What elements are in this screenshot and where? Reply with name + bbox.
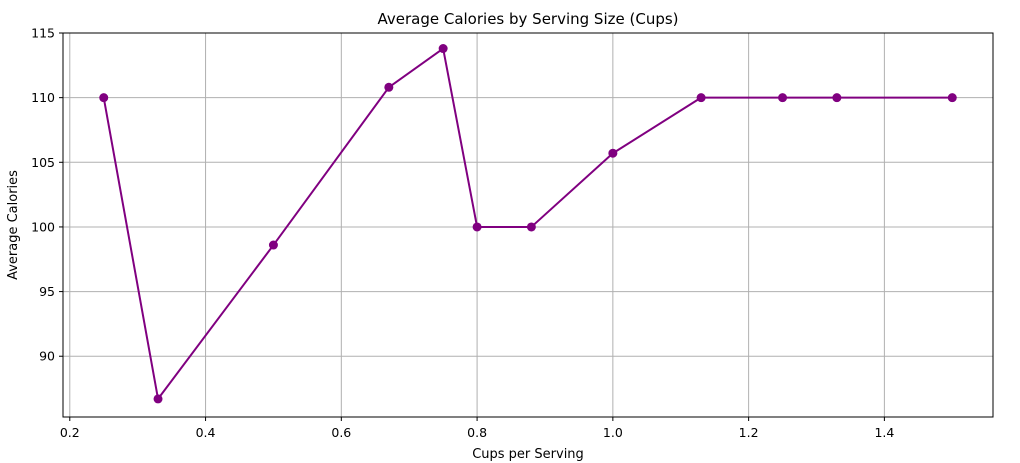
y-tick-label: 115 [31,26,55,41]
x-tick-label: 1.2 [739,425,759,440]
y-tick-label: 95 [39,284,55,299]
y-tick-label: 90 [39,349,55,364]
y-tick-label: 105 [31,155,55,170]
x-tick-label: 0.8 [467,425,487,440]
data-point [947,93,957,103]
data-point [438,44,448,54]
data-point [268,240,278,250]
data-point [526,222,536,232]
data-point [99,93,109,103]
y-tick-label: 110 [31,90,55,105]
data-point [608,148,618,158]
y-axis-label: Average Calories [6,170,21,280]
x-tick-label: 0.2 [60,425,80,440]
x-tick-label: 1.0 [603,425,623,440]
x-tick-label: 0.4 [196,425,216,440]
x-axis-label: Cups per Serving [472,447,584,462]
x-tick-label: 1.4 [874,425,894,440]
data-point [778,93,788,103]
plot-frame [62,32,994,418]
data-point [384,82,394,92]
series-line [102,47,953,400]
series-layer [99,44,957,404]
data-point [832,93,842,103]
chart-title: Average Calories by Serving Size (Cups) [377,10,678,28]
data-point [696,93,706,103]
y-tick-label: 100 [31,219,55,234]
data-point [153,394,163,404]
axis-ticks: 0.2 0.4 0.6 0.8 1.0 1.2 1.4 90 95 100 105 110 115 [31,26,894,441]
data-point [472,222,482,232]
x-tick-label: 0.6 [331,425,351,440]
